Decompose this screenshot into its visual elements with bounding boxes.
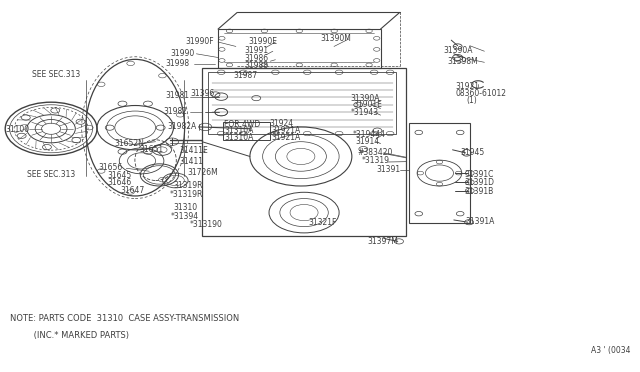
Text: 31998: 31998: [166, 59, 190, 68]
Text: 31921A: 31921A: [271, 126, 301, 135]
Text: 31991: 31991: [245, 46, 269, 55]
Text: 31982: 31982: [163, 107, 188, 116]
Text: *31943: *31943: [351, 108, 379, 117]
Text: 31647: 31647: [120, 186, 144, 195]
Text: 31310: 31310: [173, 203, 198, 212]
Text: 31987: 31987: [234, 71, 257, 80]
Text: NOTE: PARTS CODE  31310  CASE ASSY-TRANSMISSION: NOTE: PARTS CODE 31310 CASE ASSY-TRANSMI…: [10, 314, 239, 323]
Text: 31646: 31646: [107, 178, 131, 187]
Text: *313190: *313190: [190, 220, 223, 229]
Text: 31391: 31391: [376, 164, 400, 173]
Bar: [202, 68, 406, 236]
Text: *31319R: *31319R: [170, 190, 203, 199]
Text: 31990E: 31990E: [248, 37, 278, 46]
Text: 31100: 31100: [5, 125, 29, 134]
Text: (1): (1): [467, 96, 477, 105]
Text: #383420: #383420: [357, 148, 392, 157]
Text: 31990F: 31990F: [185, 37, 214, 46]
Text: 31391A: 31391A: [465, 217, 495, 226]
Text: 31990: 31990: [171, 49, 195, 58]
Text: 31945: 31945: [460, 148, 484, 157]
Bar: [223, 122, 270, 140]
Text: 31652N: 31652N: [115, 140, 145, 148]
Text: 31319R: 31319R: [173, 182, 203, 190]
Text: 31390A: 31390A: [444, 46, 473, 55]
Text: 31398M: 31398M: [447, 57, 478, 67]
Text: SEE SEC.313: SEE SEC.313: [27, 170, 75, 179]
Text: 31651: 31651: [139, 145, 163, 154]
Bar: [209, 71, 396, 134]
Text: 31901E: 31901E: [353, 100, 382, 109]
Text: 31310A: 31310A: [225, 133, 254, 142]
Text: FOR 4WD: FOR 4WD: [225, 120, 260, 129]
Text: 31982A: 31982A: [167, 122, 196, 131]
Text: 31396: 31396: [190, 89, 214, 98]
Text: 31397M: 31397M: [367, 237, 398, 246]
Text: SEE SEC.313: SEE SEC.313: [32, 70, 80, 79]
Text: 31310A: 31310A: [225, 126, 254, 135]
Text: 08360-61012: 08360-61012: [455, 89, 506, 98]
Text: 31390A: 31390A: [351, 94, 380, 103]
Bar: [218, 29, 381, 68]
Text: A3 ' (0034: A3 ' (0034: [591, 346, 631, 355]
Text: 31914: 31914: [356, 137, 380, 146]
Text: 31645: 31645: [107, 171, 131, 180]
Text: 31921: 31921: [455, 82, 479, 91]
Text: 31981: 31981: [166, 92, 190, 100]
Text: 31988: 31988: [245, 61, 269, 70]
Text: *31319: *31319: [362, 156, 390, 166]
Text: 31391D: 31391D: [464, 178, 494, 187]
Text: 31390M: 31390M: [320, 34, 351, 43]
Text: *319444: *319444: [353, 130, 386, 139]
Text: 31321F: 31321F: [308, 218, 337, 227]
Text: 31924: 31924: [269, 119, 293, 128]
Text: 31656: 31656: [99, 163, 122, 172]
Text: 31921A: 31921A: [271, 133, 301, 142]
Bar: [409, 123, 470, 223]
Text: 31411: 31411: [180, 157, 204, 166]
Text: *31394: *31394: [171, 212, 199, 221]
Text: 31391B: 31391B: [464, 187, 493, 196]
Text: (INC.* MARKED PARTS): (INC.* MARKED PARTS): [10, 331, 129, 340]
Text: 31411E: 31411E: [180, 146, 209, 155]
Text: 31986: 31986: [245, 54, 269, 63]
Text: 31726M: 31726M: [188, 168, 218, 177]
Text: 31391C: 31391C: [464, 170, 493, 179]
